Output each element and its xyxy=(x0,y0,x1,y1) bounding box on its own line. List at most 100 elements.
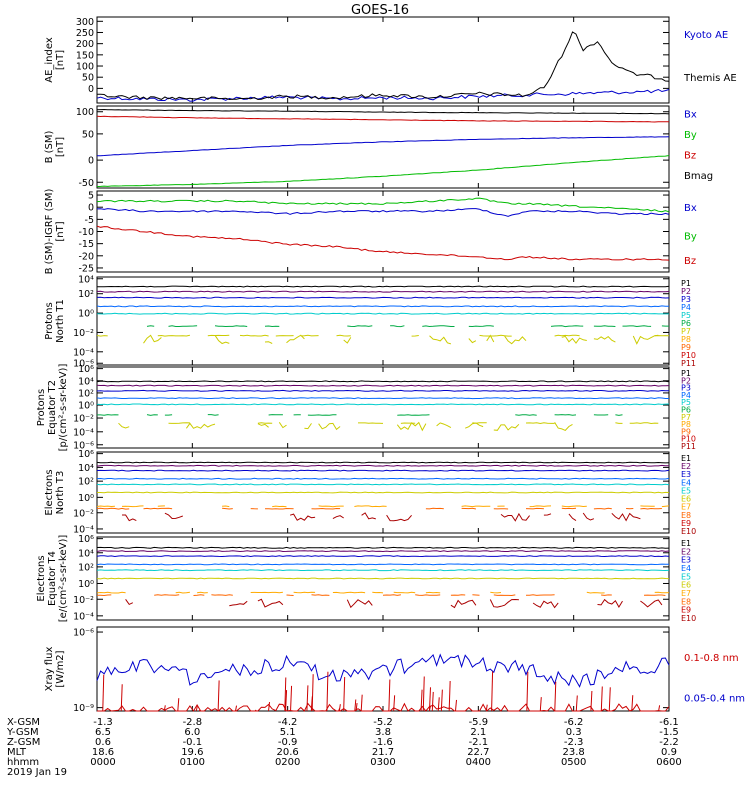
y-tick-label: 10² xyxy=(78,477,94,488)
legend-entry: P11 xyxy=(681,442,696,451)
series-spike-0-1-0-8-nm xyxy=(195,706,198,712)
series-spike-0-1-0-8-nm xyxy=(235,705,238,712)
orbit-cell: -2.1 xyxy=(469,737,489,748)
series-spike-0-1-0-8-nm xyxy=(120,684,123,712)
series-segment-p7 xyxy=(239,334,269,337)
series-spike-0-1-0-8-nm xyxy=(431,691,434,712)
series-segment-p6 xyxy=(468,325,494,328)
series-segment-e8 xyxy=(311,507,341,510)
series-line-e1 xyxy=(96,461,670,464)
orbit-cell: 0.3 xyxy=(566,727,582,738)
y-tick-label: 10⁻⁹ xyxy=(73,703,94,714)
series-segment-e7 xyxy=(272,505,287,508)
series-segment-e8 xyxy=(593,507,612,510)
orbit-row-label: Y-GSM xyxy=(6,727,39,738)
series-segment-low-flux xyxy=(543,513,552,516)
legend-entry: P2 xyxy=(681,287,691,296)
series-segment-p6 xyxy=(515,414,537,416)
series-segment-e7 xyxy=(393,591,416,594)
y-axis-label: Electrons xyxy=(36,555,47,601)
y-axis-label: Protons xyxy=(36,389,47,426)
series-segment-e7 xyxy=(372,591,384,594)
series-spike-0-1-0-8-nm xyxy=(284,677,287,712)
series-segment-e8 xyxy=(472,594,480,596)
series-line-e1 xyxy=(96,546,670,549)
series-spike-0-1-0-8-nm xyxy=(485,704,488,712)
legend-entry: E5 xyxy=(681,572,691,581)
y-axis-label: B (SM)-IGRF (SM) xyxy=(44,189,55,275)
y-axis-label: [W/m2] xyxy=(55,650,66,687)
y-tick-label: 300 xyxy=(76,17,94,28)
series-spike-0-1-0-8-nm xyxy=(311,674,314,712)
y-tick-label: 0 xyxy=(88,84,94,95)
series-segment-low-flux xyxy=(486,334,495,343)
series-segment-p6 xyxy=(593,325,616,327)
series-segment-p6 xyxy=(347,325,373,328)
panel-e2: 10⁶ 10⁴ 10² 10⁰ 10⁻² 10⁻⁴ Electrons Equator T4[… xyxy=(36,534,696,623)
series-segment-p7 xyxy=(168,422,190,424)
orbit-row-label: Z-GSM xyxy=(7,737,40,748)
legend-entry: E6 xyxy=(681,495,691,504)
orbit-cell: -5.2 xyxy=(373,717,393,728)
series-spike-0-1-0-8-nm xyxy=(554,681,557,712)
series-line-e5 xyxy=(96,569,670,572)
series-spike-0-1-0-8-nm xyxy=(338,704,341,712)
legend-entry: P8 xyxy=(681,335,691,344)
series-line-p1 xyxy=(96,380,670,383)
y-tick-label: 10⁻⁶ xyxy=(73,628,94,639)
orbit-cell: 6.5 xyxy=(95,727,111,738)
y-tick-label: 10⁻² xyxy=(73,328,94,339)
series-spike-0-1-0-8-nm xyxy=(658,705,661,712)
y-axis-label: Equator T4 xyxy=(47,551,58,606)
panel-b: 100 50 0 -50 B (SM) [nT] Bx By Bz Bmag xyxy=(44,105,713,189)
y-axis-label: Electrons xyxy=(44,469,55,515)
legend-entry: P7 xyxy=(681,413,691,422)
y-tick-label: 10⁰ xyxy=(78,579,94,590)
series-line-e3 xyxy=(96,469,670,472)
series-segment-e7 xyxy=(586,591,605,594)
orbit-cell: 0.6 xyxy=(95,737,111,748)
y-tick-label: 10² xyxy=(78,289,94,300)
series-spike-0-1-0-8-nm xyxy=(177,698,180,712)
legend-entry: 0.05-0.4 nm xyxy=(684,694,745,705)
series-segment-e7 xyxy=(96,591,126,594)
y-tick-label: -50 xyxy=(78,178,94,189)
series-segment-p6 xyxy=(615,414,623,416)
orbit-cell: -6.1 xyxy=(659,717,679,728)
series-spike-0-1-0-8-nm xyxy=(360,694,363,712)
legend-entry: Bx xyxy=(684,203,697,214)
orbit-cell: 0.9 xyxy=(661,747,677,758)
series-segment-e8 xyxy=(415,594,441,596)
series-line-p5 xyxy=(96,312,669,315)
series-segment-p6 xyxy=(390,325,405,328)
y-axis-label: [e/(cm²-s-sr-keV)] xyxy=(58,535,69,623)
y-axis-label: AE_index xyxy=(44,37,55,83)
y-tick-label: 5 xyxy=(88,191,94,202)
legend-entry: P3 xyxy=(681,384,691,393)
series-line-p2 xyxy=(96,290,670,293)
orbit-cell: 19.6 xyxy=(181,747,203,758)
legend-entry: E5 xyxy=(681,486,691,495)
orbit-cell: 0500 xyxy=(561,757,586,768)
orbit-cell: 0300 xyxy=(370,757,395,768)
legend-entry: P7 xyxy=(681,327,691,336)
y-tick-label: 10⁻⁴ xyxy=(73,347,94,358)
y-axis-label: North T1 xyxy=(55,299,66,343)
series-segment-low-flux xyxy=(143,334,162,344)
y-tick-label: -10 xyxy=(78,227,94,238)
series-spike-0-1-0-8-nm xyxy=(102,674,105,712)
series-segment-p7 xyxy=(554,334,580,337)
legend-entry: E4 xyxy=(681,564,691,573)
series-segment-p7 xyxy=(479,334,512,337)
orbit-cell: -5.9 xyxy=(469,717,489,728)
series-line-bmag xyxy=(96,108,670,115)
y-tick-label: 10⁻² xyxy=(73,508,94,519)
legend-entry: Bmag xyxy=(684,171,713,182)
legend-entry: E9 xyxy=(681,606,691,615)
y-tick-label: 10⁻⁶ xyxy=(73,440,94,451)
series-line-bz xyxy=(96,225,670,261)
legend-entry: P3 xyxy=(681,295,691,304)
series-segment-p7 xyxy=(615,422,623,424)
